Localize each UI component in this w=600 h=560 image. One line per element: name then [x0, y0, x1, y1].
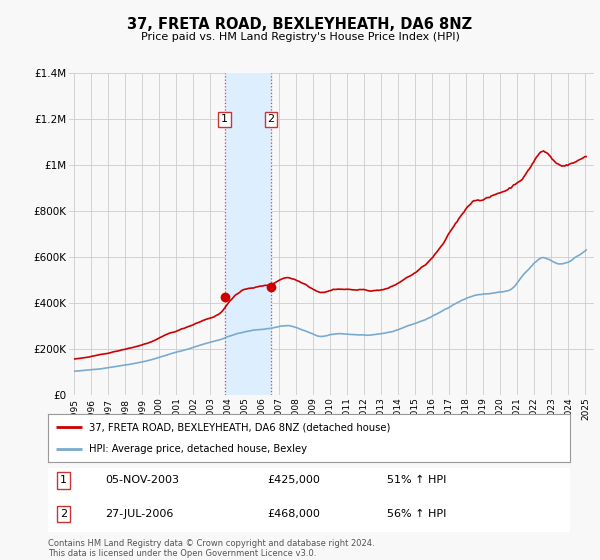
Text: 56% ↑ HPI: 56% ↑ HPI	[388, 509, 446, 519]
Text: 37, FRETA ROAD, BEXLEYHEATH, DA6 8NZ (detached house): 37, FRETA ROAD, BEXLEYHEATH, DA6 8NZ (de…	[89, 422, 390, 432]
Text: 05-NOV-2003: 05-NOV-2003	[106, 475, 179, 486]
Text: Price paid vs. HM Land Registry's House Price Index (HPI): Price paid vs. HM Land Registry's House …	[140, 32, 460, 43]
Text: 37, FRETA ROAD, BEXLEYHEATH, DA6 8NZ: 37, FRETA ROAD, BEXLEYHEATH, DA6 8NZ	[127, 17, 473, 32]
Text: £468,000: £468,000	[267, 509, 320, 519]
Text: 1: 1	[60, 475, 67, 486]
Text: £425,000: £425,000	[267, 475, 320, 486]
Text: Contains HM Land Registry data © Crown copyright and database right 2024.
This d: Contains HM Land Registry data © Crown c…	[48, 539, 374, 558]
Text: 1: 1	[221, 114, 228, 124]
Text: 2: 2	[60, 509, 67, 519]
Text: 51% ↑ HPI: 51% ↑ HPI	[388, 475, 446, 486]
Text: 27-JUL-2006: 27-JUL-2006	[106, 509, 174, 519]
Bar	[224, 73, 271, 395]
Text: HPI: Average price, detached house, Bexley: HPI: Average price, detached house, Bexl…	[89, 444, 307, 454]
Text: 2: 2	[268, 114, 275, 124]
